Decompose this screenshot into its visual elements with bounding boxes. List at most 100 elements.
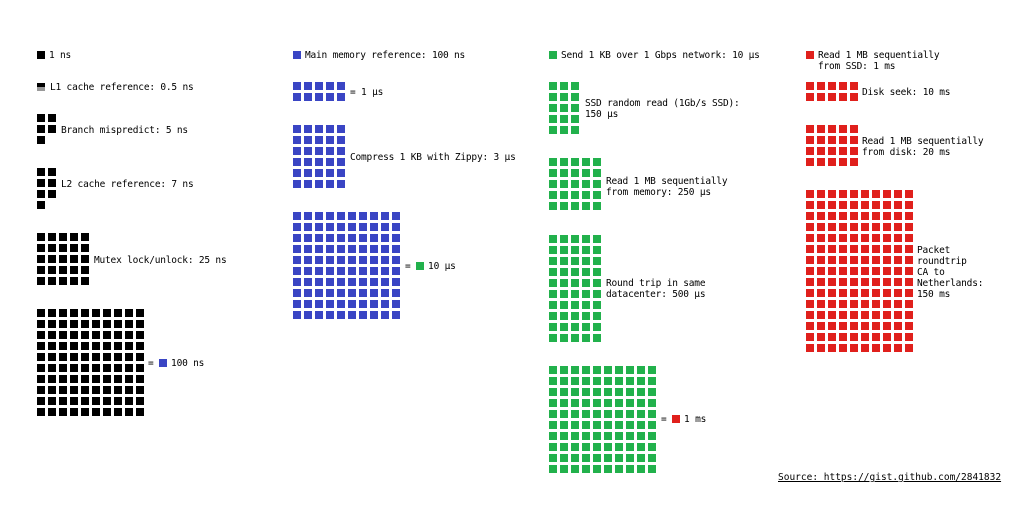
unit-square — [381, 311, 389, 319]
unit-square — [894, 322, 902, 330]
unit-square — [861, 267, 869, 275]
unit-square — [70, 364, 78, 372]
unit-square — [103, 320, 111, 328]
unit-square — [582, 169, 590, 177]
unit-square — [337, 300, 345, 308]
unit-square — [593, 454, 601, 462]
unit-square — [392, 300, 400, 308]
unit-square — [326, 93, 334, 101]
unit-square — [337, 169, 345, 177]
eq-100ns-value: 100 ns — [171, 358, 205, 369]
unit-square — [37, 201, 45, 209]
unit-square — [549, 410, 557, 418]
eq-sign: = — [148, 358, 160, 369]
unit-square — [337, 125, 345, 133]
unit-square — [571, 202, 579, 210]
unit-square — [337, 245, 345, 253]
unit-square — [839, 93, 847, 101]
unit-square — [48, 266, 56, 274]
unit-square — [70, 386, 78, 394]
unit-square — [883, 245, 891, 253]
unit-square — [381, 256, 389, 264]
unit-square — [850, 125, 858, 133]
unit-square — [817, 158, 825, 166]
unit-square — [615, 432, 623, 440]
unit-square — [872, 267, 880, 275]
unit-square — [593, 421, 601, 429]
unit-square — [70, 331, 78, 339]
unit-square — [861, 333, 869, 341]
unit-square — [560, 115, 568, 123]
unit-square — [293, 311, 301, 319]
unit-square — [359, 311, 367, 319]
unit-square — [549, 191, 557, 199]
unit-square — [593, 290, 601, 298]
green-unit-square — [416, 262, 425, 270]
unit-square — [326, 311, 334, 319]
unit-square — [593, 410, 601, 418]
unit-square — [883, 234, 891, 242]
source-link[interactable]: Source: https://gist.github.com/2841832 — [778, 472, 1002, 483]
unit-square — [114, 408, 122, 416]
unit-square — [304, 289, 312, 297]
unit-square — [872, 333, 880, 341]
unit-square — [392, 256, 400, 264]
unit-square — [293, 158, 301, 166]
unit-square — [839, 125, 847, 133]
unit-square — [817, 201, 825, 209]
unit-square — [37, 386, 45, 394]
unit-square — [337, 93, 345, 101]
unit-square — [315, 234, 323, 242]
unit-square — [304, 147, 312, 155]
unit-square — [114, 353, 122, 361]
unit-square — [37, 114, 45, 122]
unit-square — [370, 289, 378, 297]
unit-square — [839, 344, 847, 352]
mem-line2: from memory: 250 µs — [606, 187, 711, 198]
legend-10us: Send 1 KB over 1 Gbps network: 10 µs — [549, 50, 760, 61]
unit-square — [348, 234, 356, 242]
unit-square — [48, 255, 56, 263]
unit-square — [70, 244, 78, 252]
unit-square — [337, 136, 345, 144]
unit-square — [125, 309, 133, 317]
unit-square — [315, 223, 323, 231]
l1-half-square-dark — [37, 83, 45, 87]
unit-square — [92, 331, 100, 339]
unit-square — [348, 289, 356, 297]
unit-square — [125, 408, 133, 416]
unit-square — [549, 421, 557, 429]
unit-square — [894, 311, 902, 319]
unit-square — [315, 300, 323, 308]
unit-square — [571, 180, 579, 188]
unit-square — [293, 147, 301, 155]
unit-square — [582, 334, 590, 342]
unit-square — [571, 410, 579, 418]
unit-square — [59, 320, 67, 328]
unit-square — [37, 342, 45, 350]
unit-square — [59, 397, 67, 405]
unit-square — [806, 158, 814, 166]
unit-square — [850, 158, 858, 166]
unit-square — [81, 364, 89, 372]
unit-square — [48, 397, 56, 405]
unit-square — [648, 421, 656, 429]
unit-square — [648, 399, 656, 407]
unit-square — [304, 93, 312, 101]
unit-square — [817, 344, 825, 352]
unit-square — [381, 212, 389, 220]
unit-square — [861, 212, 869, 220]
unit-square — [125, 320, 133, 328]
l2-cache-label: L2 cache reference: 7 ns — [61, 179, 194, 190]
unit-square — [348, 212, 356, 220]
unit-square — [626, 410, 634, 418]
unit-square — [850, 136, 858, 144]
unit-square — [883, 212, 891, 220]
unit-square — [81, 277, 89, 285]
unit-square — [872, 190, 880, 198]
unit-square — [593, 388, 601, 396]
unit-square — [59, 386, 67, 394]
unit-square — [806, 311, 814, 319]
unit-square — [571, 399, 579, 407]
unit-square — [905, 201, 913, 209]
